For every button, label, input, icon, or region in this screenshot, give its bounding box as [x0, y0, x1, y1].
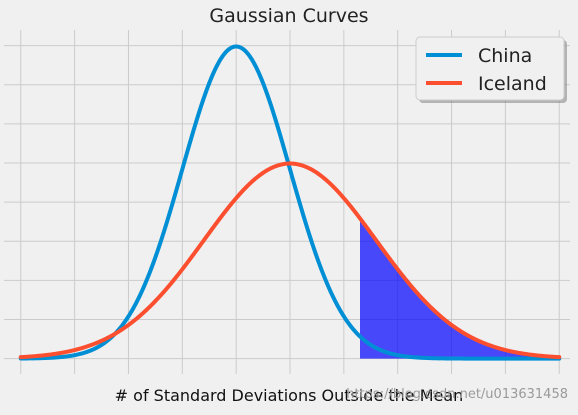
shaded-region-layer: [360, 218, 560, 359]
watermark: https://blog.csdn.net/u013631458: [346, 387, 568, 402]
legend-label-iceland: Iceland: [478, 73, 547, 95]
series-line-iceland: [18, 161, 562, 360]
tick-layer: [4, 45, 560, 374]
chart-title: Gaussian Curves: [209, 5, 368, 27]
x-axis-label: # of Standard Deviations Outside the Mea…: [115, 386, 464, 405]
shaded-tail-region: [360, 218, 560, 359]
series-layer: [18, 44, 562, 361]
legend: China Iceland: [415, 36, 567, 103]
legend-label-china: China: [478, 45, 532, 67]
